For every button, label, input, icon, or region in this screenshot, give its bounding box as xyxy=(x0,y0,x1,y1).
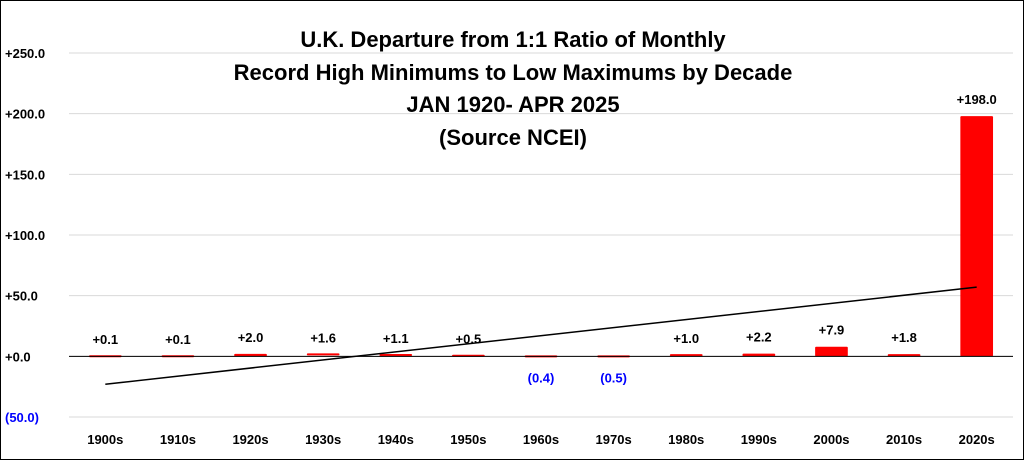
bar-2000s xyxy=(815,346,848,357)
x-tick-label: 1930s xyxy=(305,432,341,447)
bar-2020s xyxy=(960,116,994,357)
title-line-3: JAN 1920- APR 2025 xyxy=(406,92,619,117)
data-label-1930s: +1.6 xyxy=(310,330,336,345)
y-tick-label: +50.0 xyxy=(5,289,38,304)
data-label-2020s: +198.0 xyxy=(957,92,997,107)
data-label-1910s: +0.1 xyxy=(165,332,191,347)
trend-line xyxy=(105,286,977,385)
data-label-1900s: +0.1 xyxy=(92,332,118,347)
bar-1930s xyxy=(306,353,340,356)
bars xyxy=(88,116,994,358)
y-tick-label: +100.0 xyxy=(5,228,45,243)
data-label-1950s: +0.5 xyxy=(456,332,482,347)
title-line-2: Record High Minimums to Low Maximums by … xyxy=(234,60,793,85)
x-tick-label: 1940s xyxy=(378,432,414,447)
data-label-1940s: +1.1 xyxy=(383,331,409,346)
y-tick-label: +0.0 xyxy=(5,349,31,364)
data-label-2000s: +7.9 xyxy=(819,323,845,338)
data-labels: +0.1 +0.1 +2.0 +1.6 +1.1 +0.5 (0.4) (0.5) +1.0 +2… xyxy=(92,92,996,385)
bar-1980s xyxy=(669,354,703,357)
data-label-1970s: (0.5) xyxy=(600,370,627,385)
y-axis-ticks: (50.0) +0.0 +50.0 +100.0 +150.0 +200.0 +250.0 xyxy=(5,46,45,425)
x-tick-label: 1960s xyxy=(523,432,559,447)
title-line-4: (Source NCEI) xyxy=(439,125,587,150)
title-line-1: U.K. Departure from 1:1 Ratio of Monthly xyxy=(300,27,726,52)
x-tick-label: 1900s xyxy=(87,432,123,447)
data-label-2010s: +1.8 xyxy=(891,330,917,345)
y-tick-label: +250.0 xyxy=(5,46,45,61)
x-axis-ticks: 1900s 1910s 1920s 1930s 1940s 1950s 1960s 1970s… xyxy=(87,432,995,447)
x-tick-label: 1970s xyxy=(596,432,632,447)
data-label-1990s: +2.2 xyxy=(746,330,772,345)
bar-1990s xyxy=(742,353,776,357)
x-tick-label: 2000s xyxy=(813,432,849,447)
x-tick-label: 2020s xyxy=(959,432,995,447)
data-label-1960s: (0.4) xyxy=(528,370,555,385)
x-tick-label: 1950s xyxy=(450,432,486,447)
x-tick-label: 2010s xyxy=(886,432,922,447)
bar-2010s xyxy=(887,354,921,357)
bar-1920s xyxy=(234,353,267,357)
y-tick-label: +200.0 xyxy=(5,107,45,122)
x-tick-label: 1990s xyxy=(741,432,777,447)
y-tick-label: +150.0 xyxy=(5,167,45,182)
x-tick-label: 1980s xyxy=(668,432,704,447)
x-tick-label: 1920s xyxy=(232,432,268,447)
bar-1940s xyxy=(379,353,413,356)
y-tick-label: (50.0) xyxy=(5,410,39,425)
x-tick-label: 1910s xyxy=(160,432,196,447)
data-label-1980s: +1.0 xyxy=(673,331,699,346)
chart-title: U.K. Departure from 1:1 Ratio of Monthly… xyxy=(234,27,793,150)
data-label-1920s: +2.0 xyxy=(238,330,264,345)
